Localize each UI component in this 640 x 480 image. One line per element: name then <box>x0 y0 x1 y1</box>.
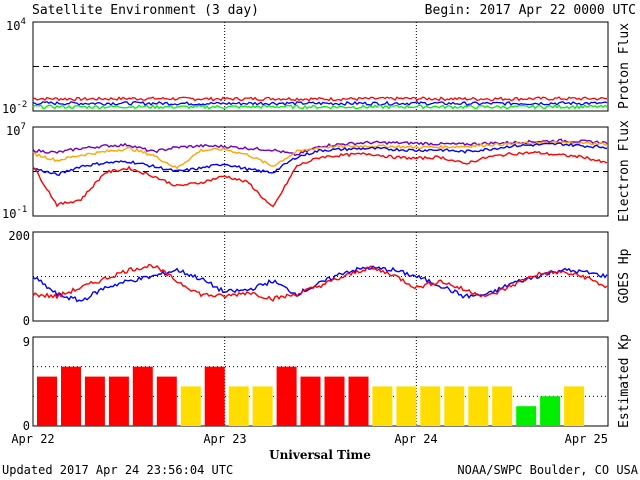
credit-text: NOAA/SWPC Boulder, CO USA <box>457 463 638 477</box>
kp-bar <box>396 386 417 426</box>
proton-ylabel: Proton Flux <box>617 23 632 109</box>
kp-bar <box>108 376 129 426</box>
kp-bar <box>204 366 225 426</box>
x-axis-label: Universal Time <box>269 448 371 462</box>
electron-series-line <box>32 138 608 157</box>
proton-ytick-bottom: 10-2 <box>2 100 27 116</box>
kp-bar <box>300 376 321 426</box>
xtick-label: Apr 22 <box>11 432 54 446</box>
kp-bar <box>516 406 537 426</box>
kp-bar <box>468 386 489 426</box>
kp-bar <box>492 386 513 426</box>
kp-bar <box>180 386 201 426</box>
electron-series-line <box>32 151 608 208</box>
electron-panel-frame <box>32 126 609 217</box>
kp-bar <box>61 366 81 426</box>
kp-ytick-top: 9 <box>23 335 30 349</box>
electron-series-line <box>32 142 608 177</box>
kp-bar <box>420 386 441 426</box>
kp-bar <box>276 366 297 426</box>
proton-series-line <box>32 100 608 107</box>
proton-ytick-top: 104 <box>6 17 26 33</box>
electron-ytick-top: 107 <box>6 122 26 138</box>
kp-bar <box>156 376 177 426</box>
hp-series-line <box>32 263 608 302</box>
hp-series-line <box>32 265 608 303</box>
kp-ytick-bottom: 0 <box>23 419 30 433</box>
xtick-label: Apr 25 <box>565 432 608 446</box>
kp-bar <box>228 386 249 426</box>
chart-title: Satellite Environment (3 day) <box>32 3 259 18</box>
hp-ytick-bottom: 0 <box>23 314 30 328</box>
kp-ylabel: Estimated Kp <box>617 334 632 428</box>
kp-bar <box>132 366 153 426</box>
kp-bar <box>37 376 57 426</box>
kp-bar <box>348 376 369 426</box>
electron-series-line <box>32 140 608 170</box>
hp-ytick-top: 200 <box>8 229 30 243</box>
kp-bar <box>84 376 105 426</box>
chart-marks <box>32 22 608 426</box>
proton-series-line <box>32 96 607 102</box>
kp-bar <box>540 396 561 426</box>
electron-ylabel: Electron Flux <box>617 120 632 222</box>
kp-bar <box>564 386 585 426</box>
xtick-label: Apr 24 <box>394 432 437 446</box>
xtick-label: Apr 23 <box>203 432 246 446</box>
electron-ytick-bottom: 10-1 <box>2 205 27 221</box>
proton-series-line <box>32 104 608 110</box>
updated-timestamp: Updated 2017 Apr 24 23:56:04 UTC <box>2 463 233 477</box>
kp-bar <box>372 386 393 426</box>
begin-time: Begin: 2017 Apr 22 0000 UTC <box>425 3 636 18</box>
kp-bar <box>252 386 273 426</box>
kp-bar <box>324 376 345 426</box>
kp-bar <box>444 386 465 426</box>
hp-ylabel: GOES Hp <box>617 248 632 303</box>
